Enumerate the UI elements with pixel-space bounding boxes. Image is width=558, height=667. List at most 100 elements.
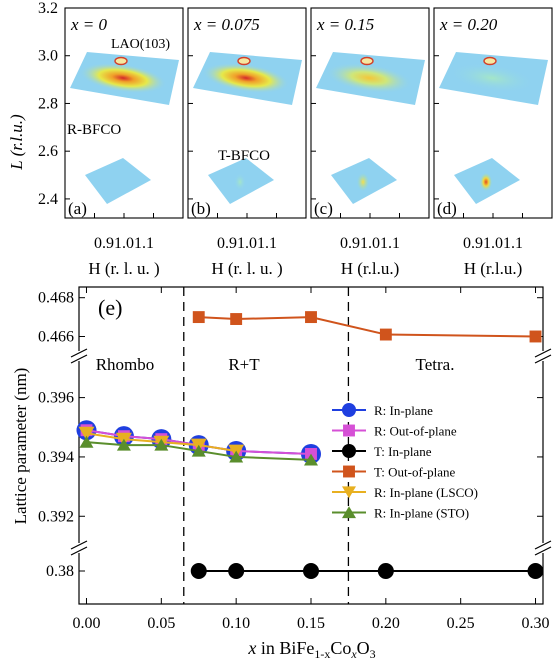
y-tick-label: 0.394 [38,449,74,466]
annotation-tetra: T-BFCO [218,148,270,164]
legend-label: T: In-plane [374,444,432,459]
data-point [79,435,94,448]
rsm-y-tick-label: 2.8 [38,95,58,112]
lattice-chart: 0.00 0.05 0.10 0.15 0.20 0.25 0.30 0.468 0.466 0.… [11,286,552,661]
series-line [198,316,536,338]
composition-label: x = 0.20 [439,15,498,34]
data-point [192,311,205,324]
data-point [377,563,394,579]
panel-label: (d) [437,199,457,218]
series-line [86,441,312,461]
legend-label: R: In-plane (STO) [374,506,469,521]
panel-label-e: (e) [98,295,122,320]
legend-entry: R: Out-of-plane [332,424,457,439]
data-point [343,465,355,478]
legend-entry: R: In-plane (STO) [332,506,469,521]
x-tick-labels: 0.91.01.1 [94,235,154,252]
x-tick-label: 0.25 [447,615,475,632]
break-mark [534,546,552,556]
legend-label: T: Out-of-plane [374,465,456,480]
film-peak-upper [202,62,290,94]
data-point [229,450,244,463]
composition-label: x = 0.075 [193,15,260,34]
data-point [343,424,355,437]
region-label: Rhombo [96,355,155,374]
rsm-panels: L (r.l.u.) 3.2 3.0 2.8 2.6 2.4 x = 0 (a) LAO(1… [7,0,553,278]
series-t-in-plane [190,563,544,579]
film-peak-upper [79,62,167,94]
break-mask [71,543,87,553]
data-point [303,563,319,579]
rsm-y-tick-label: 2.6 [38,143,58,160]
x-axis-label: H (r.l.u.) [464,259,523,278]
region-labels: Rhombo R+T Tetra. [96,355,455,374]
y-tick-label: 0.468 [38,290,74,307]
rsm-map-lower [85,158,151,204]
rsm-y-tick-label: 3.2 [38,0,58,17]
x-tick-labels: 0.91.01.1 [463,235,523,252]
data-point [342,403,356,417]
data-point [154,438,169,451]
data-point [190,563,207,579]
axis-ticks: 0.00 0.05 0.10 0.15 0.20 0.25 0.30 0.468 0.466 0.… [38,287,550,632]
x-tick-label: 0.15 [297,615,325,632]
x-tick-label: 0.20 [372,615,400,632]
panel-label: (c) [314,199,333,218]
break-mark [534,348,552,358]
data-point [230,313,243,325]
legend-entry: R: In-plane (LSCO) [332,485,478,500]
film-peak-upper [448,62,536,94]
film-peak-lower [357,173,369,191]
rsm-y-ticks: 3.2 3.0 2.8 2.6 2.4 [38,0,58,208]
composition-label: x = 0 [70,15,108,34]
rsm-panel-d: x = 0.20 (d) 0.91.01.1 H (r.l.u.) [433,7,553,278]
data-point [228,563,245,579]
legend-entry: T: In-plane [332,444,432,459]
substrate-peak [483,56,497,66]
annotation-substrate: LAO(103) [111,37,170,52]
x-axis-label: H (r.l.u.) [341,259,400,278]
break-mark [534,540,552,550]
break-mark [70,540,88,550]
substrate-peak [360,56,374,66]
x-axis-label: H (r. l. u. ) [88,259,159,278]
y-tick-label: 0.392 [38,508,74,525]
panel-label: (a) [68,199,87,218]
composition-label: x = 0.15 [316,15,374,34]
rsm-panel-c: x = 0.15 (c) 0.91.01.1 H (r.l.u.) [310,7,430,278]
axis-breaks [70,348,552,556]
x-tick-label: 0.05 [147,615,175,632]
legend-label: R: Out-of-plane [374,424,457,439]
data-point [342,444,356,458]
data-point [529,330,542,343]
rsm-panel-b: x = 0.075 (b) T-BFCO 0.91.01.1 H (r. l. u. ) [187,7,307,278]
y-tick-label: 0.38 [46,563,74,580]
break-mask [535,543,551,553]
series-r-in-plane-sto [79,435,318,466]
data-point [342,486,356,499]
break-mark [70,354,88,364]
film-peak-upper [325,62,413,94]
lattice-y-axis-label: Lattice parameter (nm) [11,368,30,525]
data-point [304,453,318,466]
substrate-peak [114,56,128,66]
data-point [527,563,544,579]
x-tick-label: 0.00 [72,615,100,632]
rsm-panel-a: x = 0 (a) LAO(103) R-BFCO 0.91.01.1 H (r. l. … [64,7,184,278]
legend-entry: R: In-plane [332,403,433,418]
x-tick-labels: 0.91.01.1 [217,235,277,252]
data-series [76,311,544,579]
rsm-y-tick-label: 3.0 [38,48,58,65]
panel-label: (b) [191,199,211,218]
legend-entry: T: Out-of-plane [332,465,456,480]
legend: R: In-plane R: Out-of-plane T: In-plane T: … [332,403,478,521]
x-axis-label: H (r. l. u. ) [211,259,282,278]
lattice-x-axis-label: x in BiFe1-xCoxO3 [247,638,375,661]
break-mark [534,354,552,364]
region-label: R+T [228,355,260,374]
y-tick-label: 0.466 [38,328,74,345]
film-peak-lower [234,173,246,191]
data-point [305,311,317,324]
break-mask [71,351,87,361]
